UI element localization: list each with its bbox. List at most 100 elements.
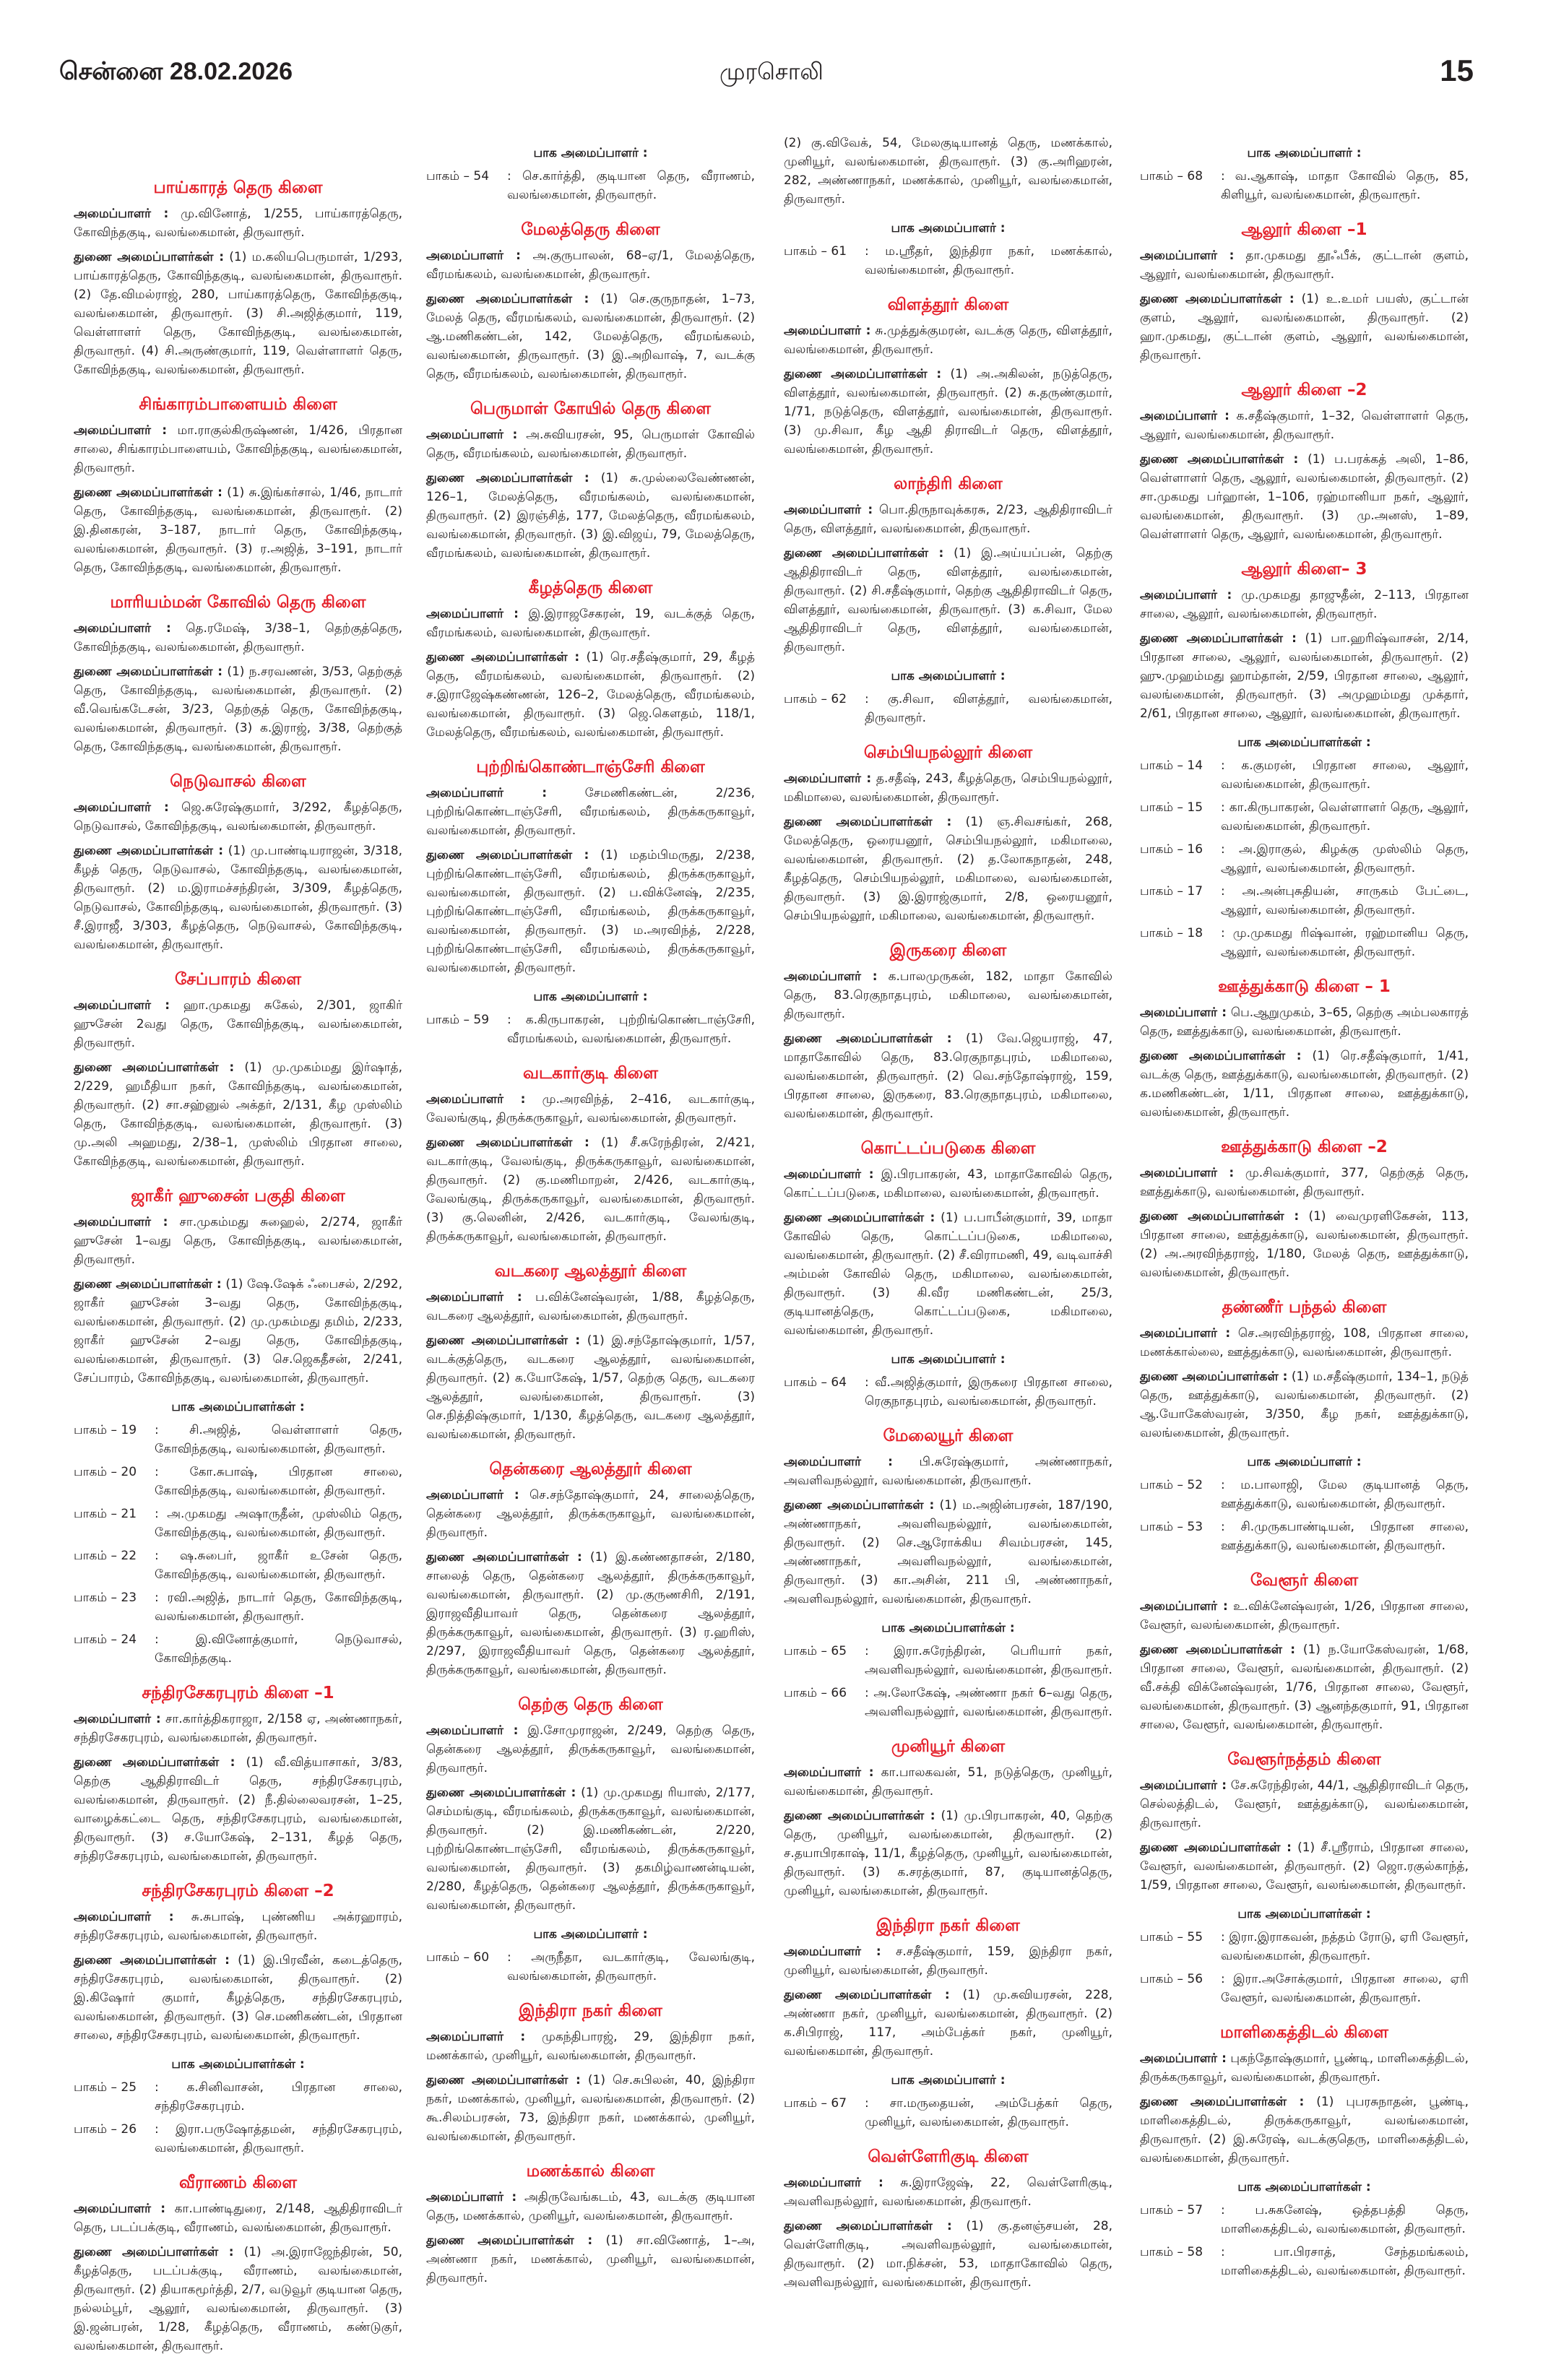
role-label: அமைப்பாளர் : xyxy=(784,324,871,338)
organizer-paragraph: அமைப்பாளர் : தா.முகமது தூஃபீக், குட்டான்… xyxy=(1140,246,1469,284)
role-label: அமைப்பாளர் : xyxy=(74,1910,174,1924)
booth-organizer-details: : க.சினிவாசன், பிரதான சாலை, சந்திரசேகரபு… xyxy=(155,2080,402,2113)
role-label: அமைப்பாளர் : xyxy=(1140,2051,1227,2066)
organizer-paragraph: துணை அமைப்பாளர்கள் : (1) மு.முகமது ரியாஸ… xyxy=(426,1783,755,1915)
role-label: துணை அமைப்பாளர்கள் : xyxy=(426,1333,581,1348)
branch-heading: மாரியம்மன் கோவில் தெரு கிளை xyxy=(110,593,366,612)
role-label: அமைப்பாளர் : xyxy=(426,1723,519,1738)
booth-number: பாகம் – 59 xyxy=(426,1013,490,1027)
organizer-paragraph: அமைப்பாளர் : சு.இராஜேஷ், 22, வெள்ளேரிகுட… xyxy=(784,2173,1112,2211)
booth-organizer-row: பாகம் – 56: இரா.அசோக்குமார், பிரதான சாலை… xyxy=(1140,1970,1469,2007)
organizer-details: சே.சுரேந்திரன், 44/1, ஆதிதிராவிடர் தெரு,… xyxy=(1140,1778,1469,1830)
organizer-details: (1) சீ.சுரேந்திரன், 2/421, வடகார்குடி, வ… xyxy=(426,1135,755,1244)
role-label: துணை அமைப்பாளர்கள் : xyxy=(74,1953,230,1968)
organizer-details: தா.முகமது தூஃபீக், குட்டான் குளம், ஆலூர்… xyxy=(1140,248,1469,282)
booth-organizer-details: : இ.வினோத்குமார், நெடுவாசல், கோவிந்தகுடி… xyxy=(155,1632,402,1666)
booth-number: பாகம் – 23 xyxy=(74,1591,137,1605)
organizer-paragraph: துணை அமைப்பாளர்கள் : (1) உ.உமர் பயஸ், கு… xyxy=(1140,290,1469,365)
organizer-paragraph: துணை அமைப்பாளர்கள் : (1) செ.குருநாதன், 1… xyxy=(426,290,755,384)
branch-heading: தென்கரை ஆலத்தூர் கிளை xyxy=(489,1460,692,1479)
organizer-paragraph: அமைப்பாளர் : சா.கார்த்திகராஜா, 2/158 ஏ, … xyxy=(74,1710,402,1747)
organizer-details: இ.பிரபாகரன், 43, மாதாகோவில் தெரு, கொட்டப… xyxy=(784,1167,1113,1200)
branch-heading: வேளூர் கிளை xyxy=(1250,1571,1359,1590)
organizer-details: (1) மு.சுவியரசன், 228, அண்ணா நகர், முனிய… xyxy=(784,1988,1113,2059)
branch-heading: கொட்டப்படுகை கிளை xyxy=(860,1139,1036,1158)
organizer-details: த.சதீஷ், 243, கீழத்தெரு, செம்பியநல்லூர்,… xyxy=(784,771,1113,805)
booth-number: பாகம் – 61 xyxy=(784,244,847,259)
section-subheading: பாக அமைப்பாளர் : xyxy=(533,1927,648,1942)
booth-organizer-details: : இரா.அசோக்குமார், பிரதான சாலை, ஏரி வேளூ… xyxy=(1221,1972,1469,2005)
booth-organizer-row: பாகம் – 61: ம.ஸ்ரீதர், இந்திரா நகர், மணக… xyxy=(784,242,1112,280)
booth-number: பாகம் – 58 xyxy=(1140,2245,1203,2259)
booth-number: பாகம் – 67 xyxy=(784,2096,847,2111)
organizer-paragraph: துணை அமைப்பாளர்கள் : (1) ப.பரக்கத் அலி, … xyxy=(1140,450,1469,544)
organizer-paragraph: துணை அமைப்பாளர்கள் : (1) புபரசுநாதன், பூ… xyxy=(1140,2093,1469,2168)
organizer-paragraph: துணை அமைப்பாளர்கள் : (1) செ.சுபிலன், 40,… xyxy=(426,2071,755,2146)
organizer-details: (1) ரெ.சதீஷ்குமார், 1/41, வடக்கு தெரு, ஊ… xyxy=(1140,1049,1469,1120)
organizer-paragraph: அமைப்பாளர் : மு.முகமது தாஜுதீன், 2–113, … xyxy=(1140,586,1469,623)
role-label: அமைப்பாளர் : xyxy=(784,771,872,786)
section-subheading: பாக அமைப்பாளர் : xyxy=(891,669,1006,683)
organizer-details: (1) இ.பிரவீன், கடைத்தெரு, சந்திரசேகரபுரம… xyxy=(74,1953,402,2043)
role-label: அமைப்பாளர் : xyxy=(74,207,169,221)
organizer-details: (1) மு.பாண்டியராஜன், 3/318, கீழத் தெரு, … xyxy=(74,844,403,952)
organizer-details: செ.அரவிந்தராஜ், 108, பிரதான சாலை, மணக்கா… xyxy=(1140,1326,1469,1359)
branch-heading: இருகரை கிளை xyxy=(889,941,1007,960)
role-label: அமைப்பாளர் : xyxy=(784,2176,883,2190)
role-label: துணை அமைப்பாளர்கள் : xyxy=(1140,1209,1300,1224)
organizer-paragraph: துணை அமைப்பாளர்கள் : (1) ந.சரவணன், 3/53,… xyxy=(74,662,402,756)
organizer-details: (1) ஞ.சிவசங்கர், 268, மேலத்தெரு, ஒரையனூர… xyxy=(784,815,1112,923)
booth-organizer-row: பாகம் – 55: இரா.இராகவன், நத்தம் ரோடு, ஏர… xyxy=(1140,1928,1469,1965)
organizer-details: (1) ம.அஜின்பரசன், 187/190, அண்ணாநகர், அவ… xyxy=(784,1498,1112,1606)
role-label: துணை அமைப்பாளர்கள் : xyxy=(426,848,589,862)
organizer-paragraph: துணை அமைப்பாளர்கள் : (1) இ.அய்யப்பன், தெ… xyxy=(784,544,1112,657)
organizer-details: ச.சதீஷ்குமார், 159, இந்திரா நகர், முனியூ… xyxy=(784,1944,1112,1978)
organizer-paragraph: துணை அமைப்பாளர்கள் : (1) பா.ஹரிஷ்வாசன், … xyxy=(1140,629,1469,723)
organizer-details: (1) இ.சந்தோஷ்குமார், 1/57, வடக்குத்தெரு,… xyxy=(426,1333,755,1442)
organizer-paragraph: துணை அமைப்பாளர்கள் : (1) ரெ.சதீஷ்குமார்,… xyxy=(426,648,755,742)
role-label: துணை அமைப்பாளர்கள் : xyxy=(426,1550,582,1565)
organizer-details: (1) கு.தனஞ்சயன், 28, வெள்ளேரிகுடி, அவளிவ… xyxy=(784,2219,1112,2290)
role-label: அமைப்பாளர் : xyxy=(74,1215,168,1229)
role-label: துணை அமைப்பாளர்கள் : xyxy=(426,2233,593,2248)
organizer-details: (1) ஷே.ஷேக் ஃபைசல், 2/292, ஜாகீர் ஹுசேன்… xyxy=(74,1277,402,1385)
organizer-details: ப.விக்னேஷ்வரன், 1/88, கீழத்தெரு, வடகரை ஆ… xyxy=(426,1290,756,1323)
role-label: துணை அமைப்பாளர்கள் : xyxy=(74,1755,235,1770)
role-label: அமைப்பாளர் : xyxy=(784,503,873,517)
booth-organizer-details: : ரவி.அஜித், நாடார் தெரு, கோவிந்தகுடி, வ… xyxy=(155,1591,402,1624)
booth-organizer-details: : க.கிருபாகரன், புற்றிங்கொண்டாஞ்சேரி, வீ… xyxy=(507,1013,755,1046)
booth-number: பாகம் – 60 xyxy=(426,1950,490,1965)
role-label: துணை அமைப்பாளர்கள் : xyxy=(426,1786,576,1800)
booth-organizer-details: : இரா.சுரேந்திரன், பெரியார் நகர், அவளிவந… xyxy=(865,1644,1112,1677)
role-label: அமைப்பாளர் : xyxy=(426,786,547,800)
section-subheading: பாக அமைப்பாளர்கள் : xyxy=(1237,1907,1371,1921)
booth-number: பாகம் – 21 xyxy=(74,1507,137,1521)
organizer-details: தெ.ரமேஷ், 3/38–1, தெற்குத்தெரு, கோவிந்தக… xyxy=(74,621,403,654)
branch-heading: வடகரை ஆலத்தூர் கிளை xyxy=(494,1262,687,1281)
branch-heading: பெருமாள் கோயில் தெரு கிளை xyxy=(470,399,711,418)
role-label: துணை அமைப்பாளர்கள் : xyxy=(74,844,224,858)
organizer-paragraph: அமைப்பாளர் : ஹா.முகமது சுகேல், 2/301, ஜா… xyxy=(74,996,402,1052)
booth-number: பாகம் – 26 xyxy=(74,2122,137,2137)
organizer-details: மு.வினோத், 1/255, பாய்காரத்தெரு, கோவிந்த… xyxy=(74,207,403,240)
role-label: துணை அமைப்பாளர்கள் : xyxy=(1140,1049,1302,1063)
organizer-details: இ.இராஜசேகரன், 19, வடக்குத் தெரு, வீரமங்க… xyxy=(426,607,755,640)
booth-organizer-row: பாகம் – 64: வீ.அஜித்குமார், இருகரை பிரதா… xyxy=(784,1373,1112,1411)
role-label: அமைப்பாளர் : xyxy=(74,621,171,636)
organizer-details: (1) ந.சரவணன், 3/53, தெற்குத் தெரு, கோவிந… xyxy=(74,665,403,754)
booth-organizer-details: : மு.முகமது ரிஷ்வான், ரஹ்மானிய தெரு, ஆலூ… xyxy=(1221,926,1469,959)
booth-number: பாகம் – 66 xyxy=(784,1686,847,1700)
organizer-details: முகந்திபாரஜ், 29, இந்திரா நகர், மணக்கால்… xyxy=(426,2030,755,2063)
branch-heading: செம்பியநல்லூர் கிளை xyxy=(863,743,1033,762)
organizer-paragraph: அமைப்பாளர் : அ.சுவியரசன், 95, பெருமாள் க… xyxy=(426,425,755,463)
column-2: பாக அமைப்பாளர் : பாகம் – 54: செ.கார்த்தி,… xyxy=(426,134,755,2293)
branch-heading: விளத்தூர் கிளை xyxy=(887,295,1009,314)
booth-organizer-details: : சா.மருதையன், அம்பேத்கர் தெரு, முனியூர்… xyxy=(865,2096,1112,2129)
role-label: அமைப்பாளர் : xyxy=(426,607,519,621)
organizer-paragraph: துணை அமைப்பாளர்கள் : (1) சீ.சுரேந்திரன்,… xyxy=(426,1133,755,1246)
organizer-details: புகந்தோஷ்குமார், பூண்டி, மாளிகைத்திடல், … xyxy=(1140,2051,1469,2085)
organizer-details: க.பாலமுருகன், 182, மாதா கோவில் தெரு, 83.… xyxy=(784,969,1113,1021)
organizer-details: (1) மதம்பிமருது, 2/238, புற்றிங்கொண்டாஞ்… xyxy=(426,848,755,975)
organizer-details: (1) ப.பாபீன்குமார், 39, மாதா கோவில் தெரு… xyxy=(784,1211,1113,1338)
organizer-paragraph: துணை அமைப்பாளர்கள் : (1) ம.கலியபெருமாள்,… xyxy=(74,248,402,379)
